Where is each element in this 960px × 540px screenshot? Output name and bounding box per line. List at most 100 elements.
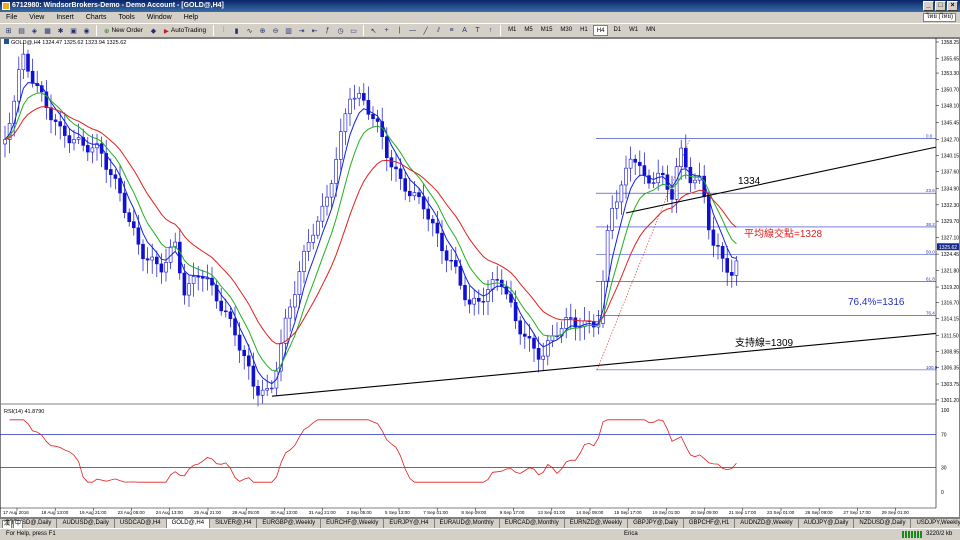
price-axis-label: 1306.35 xyxy=(941,366,959,372)
navigator-icon[interactable]: ✱ xyxy=(57,27,64,35)
candle-body xyxy=(297,271,302,295)
metaeditor-icon[interactable]: ◆ xyxy=(150,27,157,35)
text-icon[interactable]: A xyxy=(462,27,467,34)
menu-help[interactable]: Help xyxy=(183,14,199,21)
autoscroll-icon[interactable]: ⇥ xyxy=(298,27,305,35)
menu-charts[interactable]: Charts xyxy=(85,14,107,21)
equidistant-channel-icon[interactable]: ⫽ xyxy=(437,26,441,34)
symbol-tab[interactable]: EURNZD@,Weekly xyxy=(565,519,629,528)
timeframe-m15[interactable]: M15 xyxy=(540,27,553,33)
indicators-icon[interactable]: ƒ xyxy=(325,27,330,34)
trendline-icon[interactable]: ╱ xyxy=(423,27,428,35)
candle-body xyxy=(495,279,500,281)
candle-body xyxy=(679,147,684,168)
candle-body xyxy=(403,178,408,192)
symbol-tab[interactable]: EURCHF@,Weekly xyxy=(321,519,385,528)
time-axis-label: 19 Sep 01:00 xyxy=(652,510,680,515)
symbol-tab[interactable]: AUDJPY@,Daily xyxy=(799,519,855,528)
market-watch-icon[interactable]: ◈ xyxy=(31,27,38,35)
timeframe-m5[interactable]: M5 xyxy=(524,27,533,33)
menu-view[interactable]: View xyxy=(29,14,45,21)
candle-body xyxy=(26,53,30,72)
minimize-button[interactable]: _ xyxy=(923,1,934,11)
candle-body xyxy=(283,317,288,344)
vertical-line-icon[interactable]: | xyxy=(398,27,401,34)
time-axis-label: 27 Sep 17:00 xyxy=(843,510,871,515)
candle-body xyxy=(62,125,67,136)
candle-body xyxy=(338,131,343,160)
candle-body xyxy=(421,196,426,210)
candle-body xyxy=(380,121,385,137)
symbol-tab[interactable]: GBPCHF@,H1 xyxy=(684,519,736,528)
symbol-tab[interactable]: EURAUD@,Monthly xyxy=(435,519,500,528)
symbol-tab[interactable]: EURGBP@,Weekly xyxy=(257,519,322,528)
autotrading-button[interactable]: ▶ AutoTrading xyxy=(161,25,209,36)
timeframe-h4[interactable]: H4 xyxy=(592,25,609,36)
language-indicator[interactable]: ไทย (ไทย) xyxy=(923,13,956,22)
close-button[interactable]: × xyxy=(947,1,958,11)
timeframe-w1[interactable]: W1 xyxy=(629,27,639,33)
candle-body xyxy=(683,147,688,168)
menu-tools[interactable]: Tools xyxy=(118,14,135,21)
cursor-icon[interactable]: ↖ xyxy=(370,27,377,35)
candle-body xyxy=(720,245,725,259)
bar-chart-icon[interactable]: ⫶ xyxy=(222,26,225,34)
symbol-tab[interactable]: GOLD@,H4 xyxy=(166,519,211,528)
candle-body xyxy=(127,212,131,222)
timeframe-m30[interactable]: M30 xyxy=(560,27,573,33)
menu-insert[interactable]: Insert xyxy=(56,14,74,21)
horizontal-line-icon[interactable]: — xyxy=(409,27,417,34)
maximize-button[interactable]: □ xyxy=(935,1,946,11)
data-window-icon[interactable]: ▦ xyxy=(44,27,51,35)
candle-body xyxy=(164,262,168,273)
zoom-out-icon[interactable]: ⊖ xyxy=(272,27,279,35)
arrows-icon[interactable]: ↑ xyxy=(488,27,493,34)
candlestick-icon[interactable]: ▮ xyxy=(234,27,239,35)
timeframe-d1[interactable]: D1 xyxy=(613,27,622,33)
fibonacci-icon[interactable]: ≡ xyxy=(449,27,454,34)
symbol-tab[interactable]: EURCAD@,Monthly xyxy=(500,519,565,528)
price-axis-label: 1334.90 xyxy=(941,187,959,193)
candle-body xyxy=(430,218,435,224)
timeframe-m1[interactable]: M1 xyxy=(508,27,517,33)
tile-windows-icon[interactable]: ▥ xyxy=(285,27,292,35)
symbol-tab[interactable]: GBPJPY@,Daily xyxy=(628,519,684,528)
line-chart-icon[interactable]: ∿ xyxy=(246,27,253,35)
symbol-tab[interactable]: AUDNZD@,Weekly xyxy=(735,519,799,528)
symbol-tab[interactable]: GBPUSD@,Daily xyxy=(0,519,58,528)
crosshair-icon[interactable]: + xyxy=(384,27,389,34)
chart-window[interactable] xyxy=(0,38,960,518)
price-chart[interactable]: 0.0 23.6 38.2 50.0 61.8 76.4 100.0 1358.25 1355… xyxy=(0,38,960,518)
candle-body xyxy=(90,147,95,153)
symbol-tab[interactable]: SILVER@,H4 xyxy=(210,519,258,528)
periods-icon[interactable]: ◷ xyxy=(337,27,344,35)
profiles-icon[interactable]: ▤ xyxy=(18,27,25,35)
symbol-tab[interactable]: NZDUSD@,Daily xyxy=(854,519,912,528)
symbol-tab[interactable]: USDJPY,Weekly xyxy=(911,519,960,528)
tester-icon[interactable]: ◉ xyxy=(83,27,90,35)
menu-file[interactable]: File xyxy=(6,14,18,21)
symbol-tab[interactable]: USDCAD@,H4 xyxy=(115,519,167,528)
templates-icon[interactable]: ▭ xyxy=(350,27,357,35)
timeframe-mn[interactable]: MN xyxy=(646,27,656,33)
symbol-tab[interactable]: EURJPY@,H4 xyxy=(384,519,435,528)
candle-body xyxy=(348,98,352,115)
time-axis-label: 23 Aug 05:00 xyxy=(118,510,146,515)
candle-body xyxy=(435,222,440,234)
title-bar: 6712980: WindsorBrokers-Demo - Demo Acco… xyxy=(0,0,960,12)
zoom-in-icon[interactable]: ⊕ xyxy=(259,27,266,35)
menu-window[interactable]: Window xyxy=(146,14,172,21)
chart-shift-icon[interactable]: ⇤ xyxy=(311,27,318,35)
candle-body xyxy=(343,113,348,132)
candle-body xyxy=(614,201,619,209)
new-order-button[interactable]: ⊕ New Order xyxy=(101,25,146,36)
rsi-axis-label: 100 xyxy=(941,408,950,414)
candle-body xyxy=(463,285,467,301)
terminal-icon[interactable]: ▣ xyxy=(70,27,77,35)
timeframe-h1[interactable]: H1 xyxy=(580,27,588,33)
new-chart-icon[interactable]: ⊞ xyxy=(5,27,12,35)
candle-body xyxy=(633,158,638,163)
candle-body xyxy=(99,143,104,154)
symbol-tab[interactable]: AUDUSD@,Daily xyxy=(57,519,115,528)
text-label-icon[interactable]: T xyxy=(475,27,480,34)
